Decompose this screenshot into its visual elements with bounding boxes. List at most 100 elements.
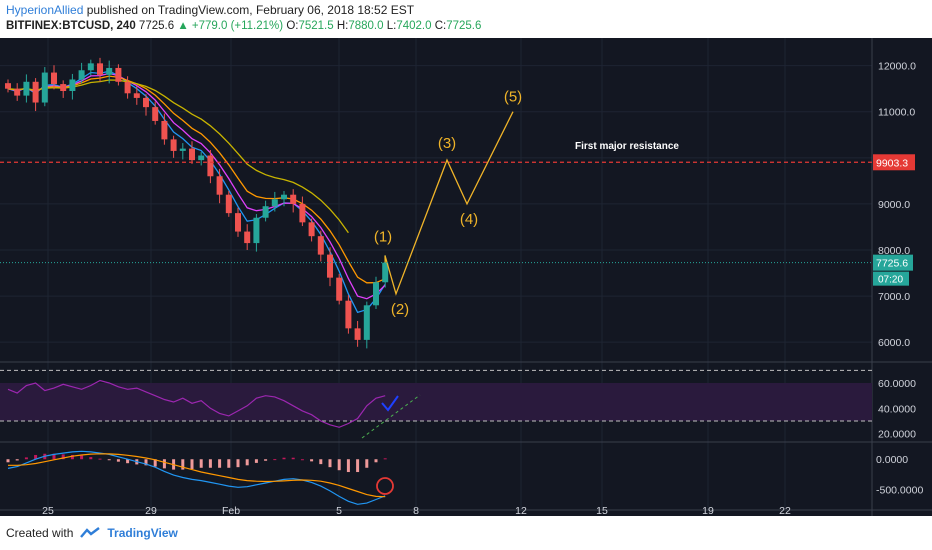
rsi-tick-label: 20.0000 xyxy=(878,429,916,441)
candle-body xyxy=(336,277,343,301)
macd-histogram-bar xyxy=(374,459,378,463)
rsi-line xyxy=(7,379,386,428)
close-value: 7725.6 xyxy=(446,20,482,32)
macd-histogram-bar xyxy=(365,459,369,468)
macd-histogram-bar xyxy=(254,459,258,463)
resistance-price-label: 9903.3 xyxy=(876,157,908,169)
macd-histogram-bar xyxy=(300,459,304,461)
macd-histogram-bar xyxy=(144,459,148,466)
price-tick-label: 9000.0 xyxy=(878,199,910,211)
macd-histogram-bar xyxy=(80,455,84,460)
time-tick-label: 12 xyxy=(515,505,527,516)
time-tick-label: 15 xyxy=(596,505,608,516)
candle-body xyxy=(115,67,122,82)
candle-body xyxy=(97,63,103,75)
wave-path xyxy=(384,111,514,296)
candle-body xyxy=(60,84,67,91)
macd-tick-label: 0.0000 xyxy=(876,454,908,466)
macd-histogram-bar xyxy=(6,459,10,463)
macd-histogram-bar xyxy=(319,459,323,465)
candle-body xyxy=(124,81,131,94)
price-tick-label: 6000.0 xyxy=(878,337,910,349)
macd-histogram-bar xyxy=(328,459,332,468)
candle-body xyxy=(78,70,85,80)
price-axis[interactable]: 6000.0 7000.0 8000.0 9000.0 11000.0 12000.0 99… xyxy=(0,61,923,497)
wave-label: (4) xyxy=(460,211,478,228)
moving-average-line xyxy=(7,79,349,234)
candle-body xyxy=(271,199,278,207)
macd-histogram-bar xyxy=(337,459,341,471)
candle-body xyxy=(216,176,223,195)
rsi-tick-label: 40.0000 xyxy=(878,403,916,415)
candle-body xyxy=(281,194,287,200)
candle-body xyxy=(32,81,39,103)
macd-histogram-bar xyxy=(89,457,93,460)
wave-label: (1) xyxy=(374,229,392,246)
candle-body xyxy=(170,139,177,151)
macd-histogram-bar xyxy=(98,458,102,460)
highlight-circle-icon xyxy=(376,477,394,495)
candle-body xyxy=(161,120,168,140)
time-tick-label: 19 xyxy=(702,505,714,516)
author-link[interactable]: HyperionAllied xyxy=(6,3,84,17)
time-axis[interactable]: 25 29 Feb 5 8 12 15 19 22 xyxy=(42,505,791,516)
macd-histogram-bar xyxy=(245,459,249,466)
price-chart[interactable]: First major resistance (1) (2) (3) (4) (5) 6… xyxy=(0,38,932,516)
open-value: 7521.5 xyxy=(298,20,334,32)
time-tick-label: 8 xyxy=(413,505,419,516)
candle-body xyxy=(87,63,94,71)
candle-body xyxy=(235,213,241,232)
candle-body xyxy=(317,236,324,255)
macd-histogram-bar xyxy=(282,457,286,460)
price-tick-label: 11000.0 xyxy=(878,107,915,119)
tradingview-logo-icon xyxy=(80,527,101,538)
signal-line xyxy=(8,453,386,498)
macd-histogram-bar xyxy=(310,459,314,462)
last-price-label: 7725.6 xyxy=(876,258,908,270)
macd-histogram-bar xyxy=(291,457,295,460)
candle-body xyxy=(106,67,113,75)
macd-histogram-bar xyxy=(70,454,74,460)
macd-histogram-bar xyxy=(107,459,111,461)
last-price: 7725.6 xyxy=(138,20,175,32)
price-tick-label: 7000.0 xyxy=(878,291,910,303)
candle-body xyxy=(363,305,370,340)
candle-body xyxy=(345,300,352,329)
candle-body xyxy=(41,72,48,103)
rsi-tick-label: 60.0000 xyxy=(878,378,916,390)
chart-grid xyxy=(0,38,932,516)
rsi-pane xyxy=(0,369,872,439)
price-tick-label: 12000.0 xyxy=(878,61,916,73)
macd-histogram-bar xyxy=(15,459,19,461)
countdown-tag xyxy=(873,271,909,286)
candle-body xyxy=(69,79,76,91)
rsi-trendline xyxy=(361,394,421,439)
macd-histogram-bar xyxy=(218,459,222,468)
candle-body xyxy=(23,81,30,96)
candle-body xyxy=(198,155,205,161)
macd-histogram-bar xyxy=(383,458,387,460)
open-label: O: xyxy=(286,20,299,32)
candle-body xyxy=(143,97,149,108)
macd-histogram-bar xyxy=(153,459,157,467)
macd-histogram-bar xyxy=(162,459,166,469)
high-label: H: xyxy=(336,20,349,32)
macd-histogram-bar xyxy=(181,459,185,470)
rsi-band xyxy=(0,383,872,421)
macd-line xyxy=(7,450,386,505)
macd-pane xyxy=(6,450,394,505)
tradingview-brand[interactable]: TradingView xyxy=(107,526,178,540)
candle-body xyxy=(51,72,57,85)
candle-body xyxy=(382,262,389,283)
symbol-label[interactable]: BITFINEX:BTCUSD, 240 xyxy=(6,20,136,32)
candle-body xyxy=(179,148,186,151)
candle-body xyxy=(373,282,379,306)
macd-histogram-bar xyxy=(52,453,56,460)
candle-body xyxy=(5,83,11,89)
candle-body xyxy=(225,194,232,214)
check-mark-icon xyxy=(381,395,399,412)
publish-header: HyperionAllied published on TradingView.… xyxy=(6,3,414,17)
macd-histogram-bar xyxy=(126,459,130,464)
price-change: ▲ +779.0 (+11.21%) xyxy=(177,20,284,32)
footer: Created with TradingView xyxy=(6,526,178,540)
